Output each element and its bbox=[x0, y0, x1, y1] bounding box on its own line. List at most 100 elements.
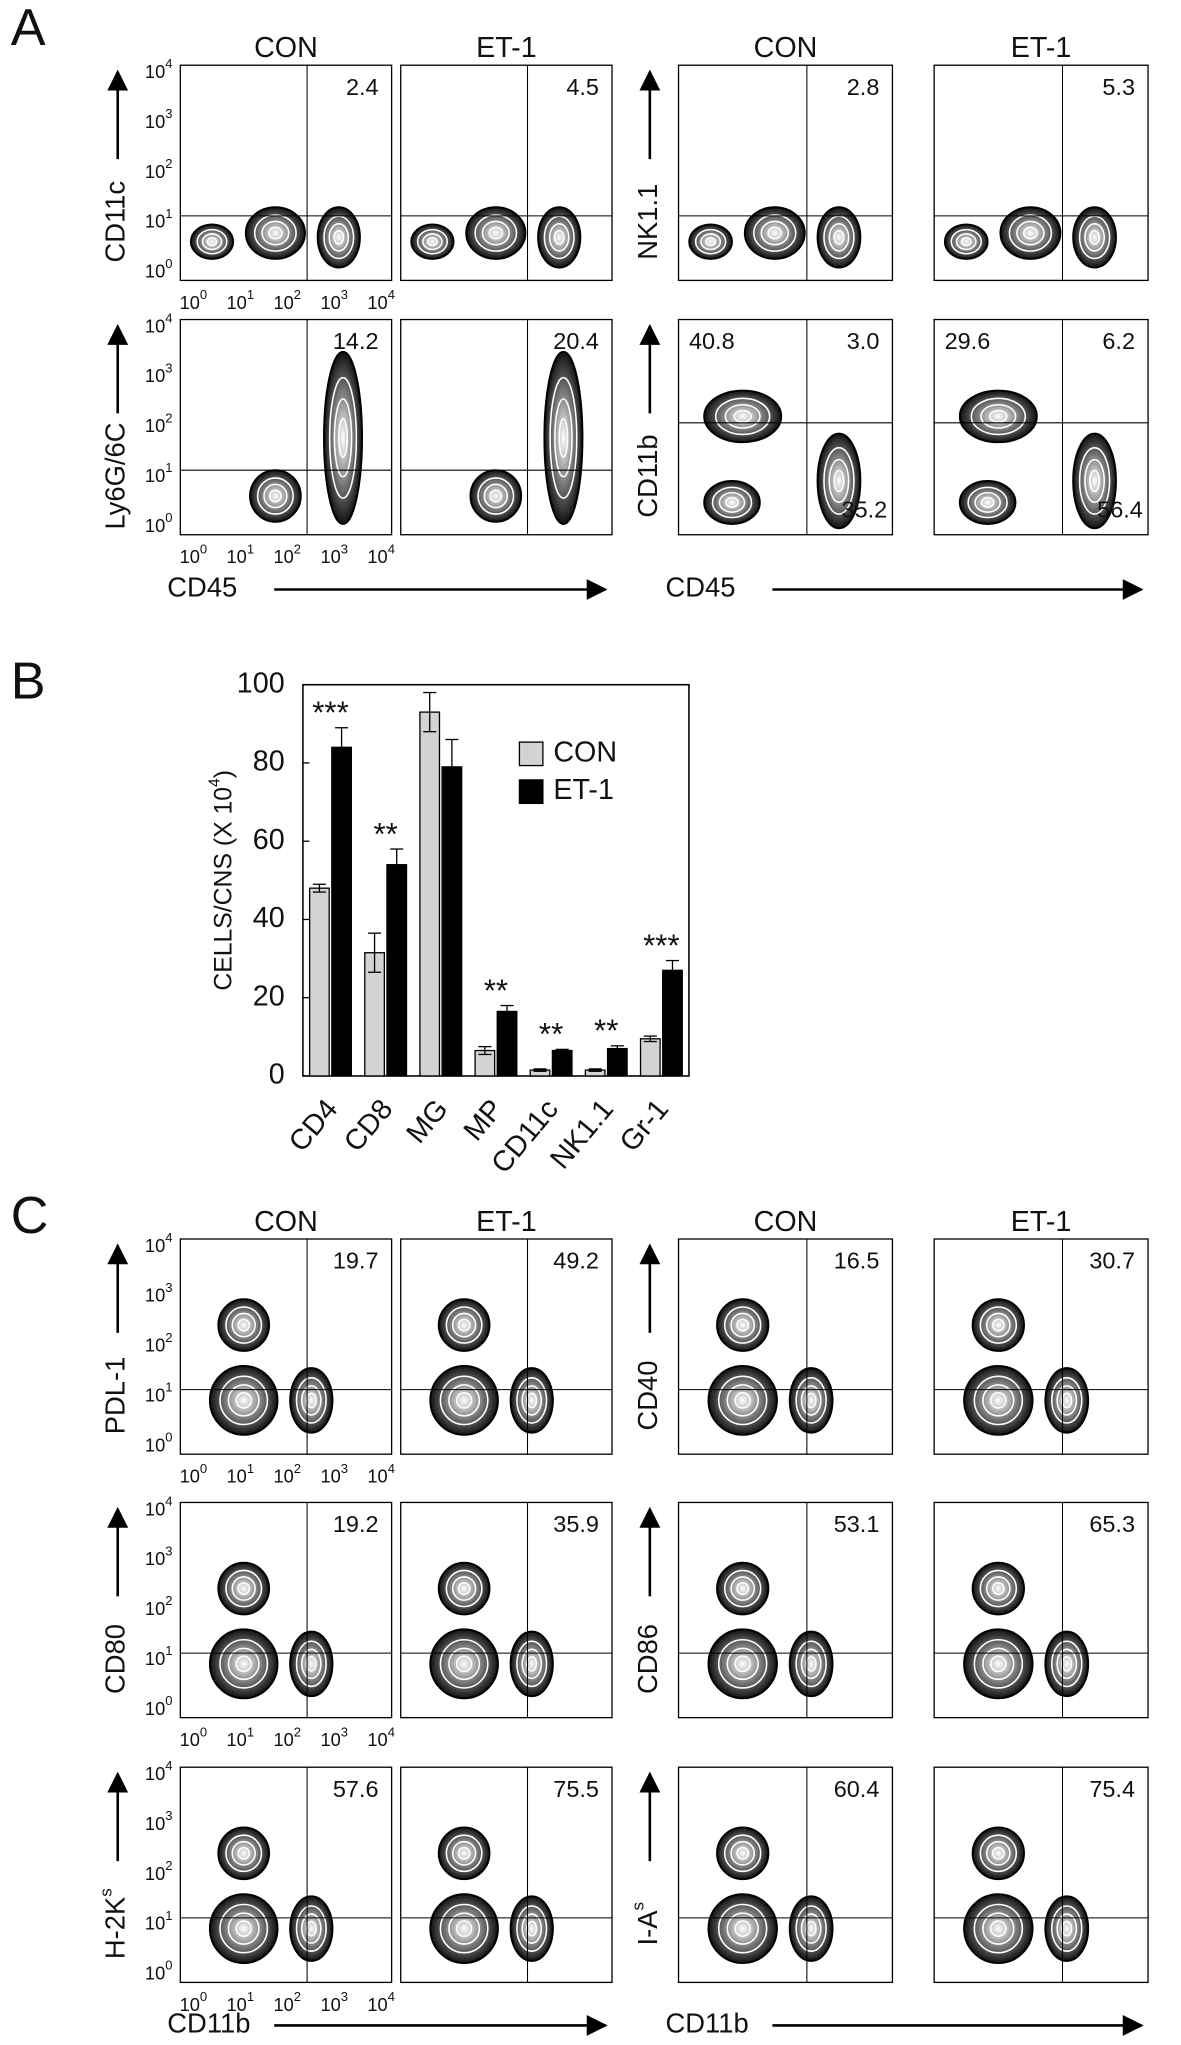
tick-label: 104 bbox=[145, 1494, 173, 1519]
contour-line bbox=[219, 1375, 269, 1426]
contour-line bbox=[1051, 1905, 1083, 1952]
y-axis-label: CD80 bbox=[100, 1624, 131, 1694]
tick-label: 104 bbox=[145, 1230, 173, 1255]
bar bbox=[496, 1010, 518, 1077]
contour-line bbox=[261, 220, 290, 246]
tick-exp: 3 bbox=[165, 1544, 172, 1559]
error-bar bbox=[555, 1048, 569, 1053]
tick-exp: 4 bbox=[165, 57, 172, 72]
tick-exp: 0 bbox=[200, 1989, 207, 2004]
error-bar bbox=[500, 1004, 514, 1018]
contour-line bbox=[717, 1903, 768, 1954]
contour-line bbox=[705, 237, 717, 247]
contour-line bbox=[516, 1640, 548, 1688]
contour-line bbox=[730, 1576, 756, 1601]
contour-line bbox=[448, 1912, 481, 1945]
contour-line bbox=[455, 1655, 473, 1673]
bar bbox=[639, 1038, 661, 1077]
contour-line bbox=[333, 229, 345, 245]
tick-base: 10 bbox=[367, 1465, 387, 1486]
contour-line bbox=[973, 1903, 1024, 1954]
contour-line bbox=[301, 1913, 322, 1944]
panel-label: B bbox=[11, 652, 46, 710]
contour-line bbox=[700, 233, 722, 251]
contour-line bbox=[445, 1834, 483, 1873]
tick-exp: 2 bbox=[294, 542, 301, 557]
tick-base: 10 bbox=[180, 292, 200, 313]
contour-line bbox=[800, 1913, 822, 1944]
tick-exp: 2 bbox=[165, 156, 172, 171]
quadrant-value: 53.1 bbox=[834, 1511, 880, 1537]
contour-line bbox=[231, 1840, 256, 1866]
contour-line bbox=[980, 403, 1017, 429]
contour-line bbox=[219, 1903, 269, 1954]
tick-label: 104 bbox=[367, 542, 395, 567]
contour-line bbox=[982, 1384, 1015, 1417]
y-tick-label: 40 bbox=[253, 902, 285, 934]
tick-label: 104 bbox=[145, 57, 173, 82]
tick-base: 10 bbox=[145, 211, 165, 232]
contour-line bbox=[301, 1648, 322, 1680]
plot-frame bbox=[677, 1238, 894, 1455]
significance-marker: ** bbox=[539, 1017, 563, 1052]
tick-exp: 1 bbox=[247, 1989, 254, 2004]
tick-base: 10 bbox=[367, 546, 387, 567]
y-axis-label-text: CD80 bbox=[100, 1624, 131, 1694]
tick-label: 100 bbox=[180, 1725, 208, 1750]
contour-line bbox=[521, 1648, 543, 1680]
tick-label: 104 bbox=[145, 1759, 173, 1784]
quadrant-value: 56.4 bbox=[1097, 496, 1143, 522]
tick-label: 104 bbox=[367, 287, 395, 312]
contour-line bbox=[736, 1846, 750, 1860]
contour-line bbox=[235, 1920, 252, 1937]
tick-label: 103 bbox=[145, 1280, 173, 1305]
column-header: ET-1 bbox=[1011, 1206, 1072, 1238]
contour-line bbox=[439, 1638, 489, 1689]
tick-label: 101 bbox=[227, 542, 255, 567]
contour-line bbox=[1084, 223, 1105, 252]
contour-line bbox=[201, 233, 223, 251]
tick-base: 10 bbox=[180, 1729, 200, 1750]
contour-line bbox=[416, 228, 449, 255]
tick-label: 103 bbox=[145, 107, 173, 132]
y-tick-label: 60 bbox=[253, 824, 285, 856]
y-axis-label-text: H-2K bbox=[100, 1897, 131, 1959]
y-axis-label-text: I-A bbox=[632, 1910, 663, 1946]
contour-line bbox=[718, 491, 746, 513]
bar bbox=[441, 766, 463, 1077]
error-bar bbox=[445, 738, 459, 795]
contour-line bbox=[800, 1648, 822, 1680]
tick-label: 103 bbox=[320, 542, 348, 567]
significance-marker: ** bbox=[594, 1013, 618, 1048]
contour-line bbox=[982, 1912, 1015, 1945]
contour-line bbox=[724, 403, 761, 429]
column-header: CON bbox=[254, 32, 318, 64]
contour-line bbox=[558, 418, 569, 458]
tick-base: 10 bbox=[320, 1994, 340, 2015]
contour-line bbox=[734, 1392, 752, 1409]
tick-label: 101 bbox=[227, 1461, 255, 1486]
error-bar bbox=[610, 1045, 624, 1052]
tick-base: 10 bbox=[145, 1498, 165, 1519]
contour-line bbox=[457, 1582, 471, 1595]
x-axis-label: CD11b bbox=[167, 2008, 250, 2039]
tick-exp: 0 bbox=[165, 256, 172, 271]
bar bbox=[331, 746, 353, 1077]
tick-exp: 3 bbox=[165, 107, 172, 122]
contour-line bbox=[227, 1647, 260, 1681]
contour-line bbox=[990, 1655, 1007, 1673]
tick-base: 10 bbox=[320, 546, 340, 567]
tick-label: 101 bbox=[227, 1989, 255, 2014]
contour-line bbox=[554, 398, 573, 478]
tick-exp: 1 bbox=[165, 1380, 172, 1395]
tick-base: 10 bbox=[367, 1729, 387, 1750]
quadrant-value: 57.6 bbox=[333, 1776, 379, 1802]
significance-marker: *** bbox=[312, 695, 349, 730]
tick-base: 10 bbox=[273, 292, 293, 313]
contour-line bbox=[295, 1905, 327, 1952]
contour-line bbox=[990, 1920, 1007, 1937]
tick-label: 100 bbox=[180, 1989, 208, 2014]
quadrant-value: 19.7 bbox=[333, 1248, 379, 1274]
tick-label: 103 bbox=[145, 1544, 173, 1569]
tick-base: 10 bbox=[145, 315, 165, 336]
